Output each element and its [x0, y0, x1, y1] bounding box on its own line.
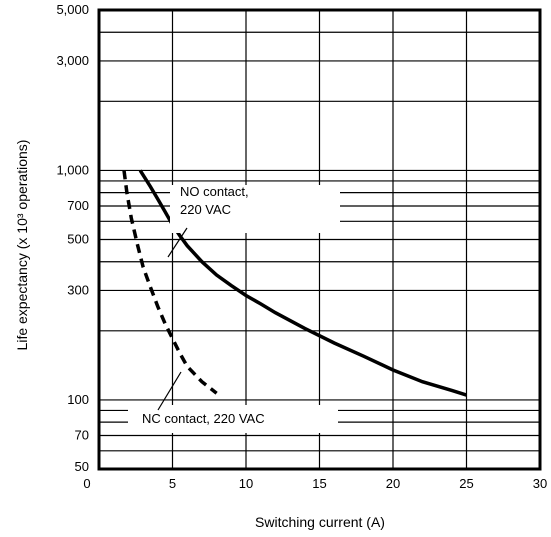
x-axis-title: Switching current (A)	[255, 514, 385, 530]
y-tick-label-4: 500	[67, 232, 89, 247]
nc-label-line1: NC contact, 220 VAC	[142, 411, 265, 426]
y-tick-label-3: 300	[67, 282, 89, 297]
x-tick-labels: 0 5 10 15 20 25 30	[83, 476, 547, 491]
grid	[99, 10, 540, 469]
y-tick-label-8: 5,000	[56, 2, 89, 17]
y-tick-label-2: 100	[67, 392, 89, 407]
x-tick-label-5: 25	[459, 476, 473, 491]
no-label-line1: NO contact,	[180, 184, 249, 199]
x-tick-label-6: 30	[533, 476, 547, 491]
x-tick-label-0: 0	[83, 476, 90, 491]
y-tick-label-7: 3,000	[56, 53, 89, 68]
y-tick-label-5: 700	[67, 198, 89, 213]
y-tick-label-6: 1,000	[56, 162, 89, 177]
y-tick-label-1: 70	[75, 427, 89, 442]
y-tick-labels: 50 70 100 300 500 700 1,000 3,000 5,000	[56, 2, 89, 474]
x-tick-label-3: 15	[312, 476, 326, 491]
x-tick-label-1: 5	[169, 476, 176, 491]
x-tick-label-4: 20	[386, 476, 400, 491]
y-tick-label-0: 50	[75, 459, 89, 474]
nc-label-leader	[158, 372, 181, 410]
y-axis-title: Life expectancy (x 10³ operations)	[14, 140, 30, 351]
no-label-line2: 220 VAC	[180, 202, 231, 217]
x-tick-label-2: 10	[239, 476, 253, 491]
